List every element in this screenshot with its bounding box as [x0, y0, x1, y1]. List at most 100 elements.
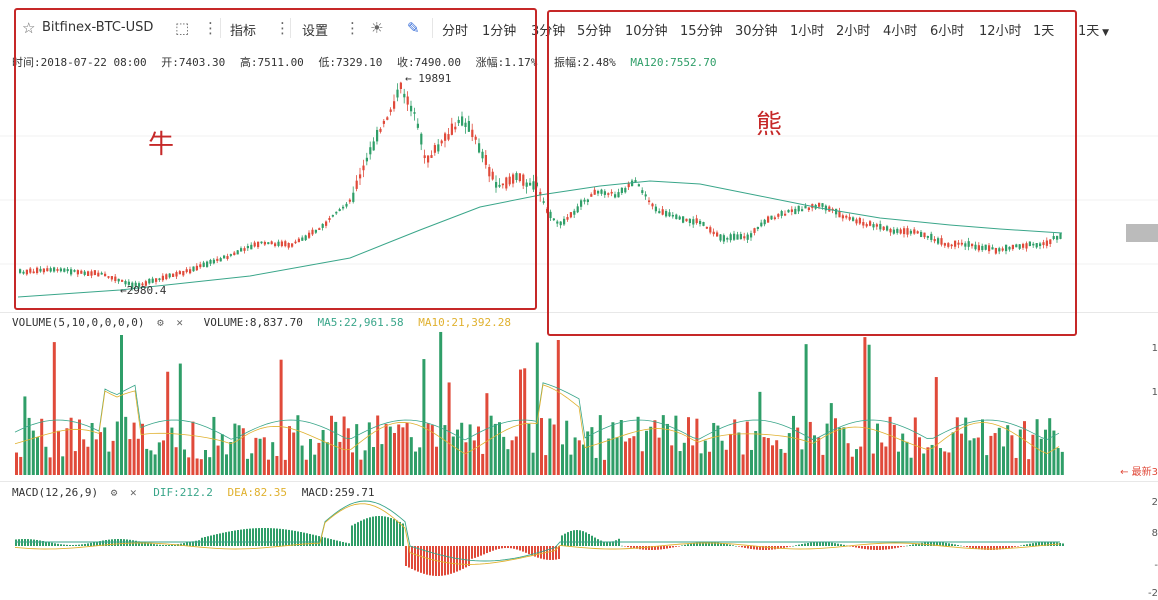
tab-timeframe-5m[interactable]: 5分钟: [577, 24, 612, 39]
macd-bar: [231, 531, 233, 546]
close-icon[interactable]: ✕: [129, 486, 137, 499]
candle-body: [665, 211, 668, 217]
candle-body: [175, 272, 178, 277]
macd-bar: [555, 546, 557, 560]
macd-bar: [420, 546, 422, 573]
candle-body: [508, 176, 511, 185]
candle-body: [552, 218, 555, 221]
candle-body: [879, 223, 882, 230]
candle-body: [1015, 244, 1018, 248]
macd-bar: [237, 530, 239, 546]
macd-bar: [726, 544, 728, 546]
tab-timeframe-12h[interactable]: 12小时: [979, 24, 1022, 39]
divider: [432, 18, 433, 38]
macd-bar: [264, 528, 266, 546]
candle-body: [780, 211, 783, 216]
macd-bar: [1002, 546, 1004, 550]
tab-timeframe-10m[interactable]: 10分钟: [625, 24, 668, 39]
macd-bar: [30, 539, 32, 546]
candle-body: [389, 109, 392, 112]
macd-bar: [684, 544, 686, 546]
candle-body: [576, 206, 579, 213]
tab-timeframe-fenshi[interactable]: 分时: [442, 24, 469, 39]
candle-body: [423, 155, 426, 159]
macd-bar: [699, 542, 701, 546]
volume-bar: [86, 446, 90, 475]
close-icon[interactable]: ✕: [176, 316, 183, 329]
pen-draw-icon[interactable]: ✎: [407, 19, 420, 37]
volume-bar: [514, 436, 518, 475]
volume-bar: [195, 458, 199, 475]
macd-bar: [717, 542, 719, 546]
tab-timeframe-6h[interactable]: 6小时: [930, 24, 965, 39]
macd-bar: [303, 532, 305, 546]
volume-bar: [162, 440, 165, 475]
candle-body: [158, 278, 161, 281]
volume-bar: [153, 454, 157, 475]
tab-timeframe-1d[interactable]: 1天: [1033, 24, 1055, 39]
candle-body: [899, 229, 902, 234]
candle-body: [709, 227, 712, 233]
more-icon[interactable]: ⋮: [275, 19, 290, 37]
candle-body: [406, 96, 409, 105]
candle-body: [90, 271, 93, 276]
macd-bar: [972, 546, 974, 549]
indicators-button[interactable]: 指标: [230, 24, 257, 39]
volume-bar: [342, 416, 346, 475]
macd-bar: [963, 546, 965, 547]
tab-timeframe-30m[interactable]: 30分钟: [735, 24, 778, 39]
macd-bar: [825, 542, 827, 546]
candle-body: [988, 245, 991, 252]
tab-timeframe-1m[interactable]: 1分钟: [482, 24, 517, 39]
volume-bar: [939, 448, 942, 475]
chart-type-icon[interactable]: ⬚: [175, 19, 190, 37]
macd-bar: [462, 546, 464, 569]
volume-bar: [208, 457, 212, 475]
tab-timeframe-4h[interactable]: 4小时: [883, 24, 918, 39]
volume-bar: [657, 437, 661, 475]
macd-bar: [351, 525, 353, 546]
candle-body: [1008, 246, 1011, 250]
gear-icon[interactable]: ⚙: [157, 316, 164, 329]
candle-body: [651, 203, 654, 207]
candle-body: [440, 140, 443, 144]
volume-bar: [817, 437, 821, 475]
volume-bar: [577, 440, 581, 475]
candle-body: [722, 235, 725, 242]
timeframe-dropdown[interactable]: 1天 ▼: [1078, 20, 1109, 39]
info-change: 涨幅:1.17%: [475, 56, 538, 69]
macd-bar: [669, 546, 671, 549]
tab-timeframe-1h[interactable]: 1小时: [790, 24, 825, 39]
settings-button[interactable]: 设置: [302, 24, 329, 39]
macd-dea: DEA:82.35: [227, 486, 288, 499]
candle-body: [940, 238, 943, 245]
macd-bar: [276, 528, 278, 546]
candle-body: [790, 209, 793, 212]
tab-timeframe-2h[interactable]: 2小时: [836, 24, 871, 39]
macd-bar: [390, 518, 392, 546]
volume-bar: [687, 417, 690, 475]
candle-body: [835, 208, 838, 215]
candle-body: [488, 167, 491, 177]
more-icon[interactable]: ⋮: [203, 19, 218, 37]
candle-body: [892, 229, 895, 234]
more-icon[interactable]: ⋮: [345, 19, 360, 37]
candle-body: [627, 183, 630, 188]
gear-icon[interactable]: ⚙: [110, 486, 118, 499]
symbol-label[interactable]: Bitfinex-BTC-USD: [42, 20, 154, 35]
tab-timeframe-15m[interactable]: 15分钟: [680, 24, 723, 39]
volume-bar: [124, 416, 128, 475]
candle-body: [875, 224, 878, 227]
candle-body: [529, 182, 532, 186]
theme-sun-icon[interactable]: ☀: [370, 19, 384, 37]
star-icon[interactable]: ☆: [22, 19, 36, 37]
candle-body: [661, 209, 664, 215]
volume-bar: [23, 396, 27, 475]
candle-body: [746, 234, 749, 240]
macd-bar: [222, 532, 224, 546]
volume-bar: [884, 446, 888, 475]
candle-body: [685, 218, 688, 222]
macd-bar: [987, 546, 989, 550]
candle-body: [46, 268, 49, 272]
